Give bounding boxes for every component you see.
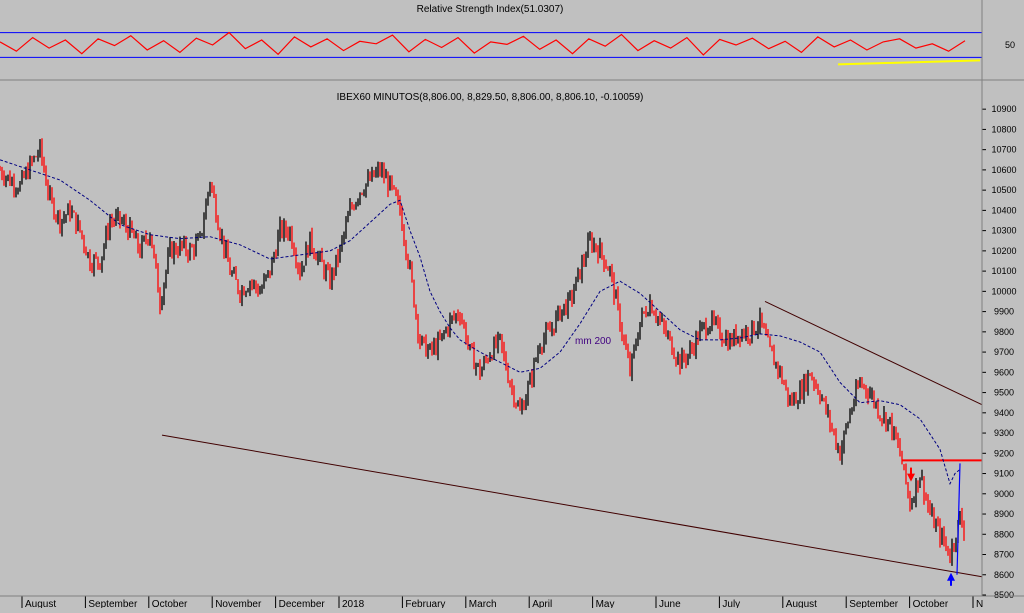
- moving-average-series: [0, 159, 961, 575]
- x-tick-label: 2018: [342, 599, 365, 608]
- x-tick-label: December: [279, 599, 326, 608]
- price-series: [0, 138, 965, 566]
- price-y-tick-label: 10800: [991, 124, 1016, 134]
- price-y-tick-label: 9800: [994, 327, 1014, 337]
- price-y-tick-label: 9200: [994, 448, 1014, 458]
- x-tick-label: August: [786, 599, 817, 608]
- price-y-tick-label: 10600: [991, 165, 1016, 175]
- price-y-tick-label: 8900: [994, 509, 1014, 519]
- price-y-tick-label: 10100: [991, 266, 1016, 276]
- x-tick-label: September: [88, 599, 138, 608]
- rsi-line: [0, 31, 966, 56]
- x-tick-label: July: [722, 599, 740, 608]
- rsi-support-line: [837, 59, 981, 66]
- price-y-tick-label: 8500: [994, 590, 1014, 600]
- price-y-tick-label: 10000: [991, 286, 1016, 296]
- x-tick-label: June: [659, 599, 681, 608]
- x-tick-label: February: [405, 599, 445, 608]
- x-tick-label: N: [976, 599, 983, 608]
- price-y-tick-label: 9600: [994, 367, 1014, 377]
- price-y-tick-label: 9500: [994, 388, 1014, 398]
- arrow-up-icon: [947, 572, 955, 581]
- rsi-reference-lines: [0, 32, 982, 58]
- price-y-tick-label: 8700: [994, 550, 1014, 560]
- x-tick-label: May: [596, 599, 615, 608]
- arrow-down-icon: [907, 473, 915, 482]
- ma-label: mm 200: [575, 336, 612, 347]
- price-y-tick-label: 9700: [994, 347, 1014, 357]
- price-y-tick-label: 9900: [994, 307, 1014, 317]
- price-y-tick-label: 9400: [994, 408, 1014, 418]
- rsi-support-trendline: [837, 59, 981, 66]
- rsi-panel: Relative Strength Index(51.0307): [0, 0, 982, 78]
- price-y-tick-label: 10500: [991, 185, 1016, 195]
- price-y-tick-label: 9300: [994, 428, 1014, 438]
- price-y-tick-label: 10900: [991, 104, 1016, 114]
- rsi-tick-label: 50: [1005, 40, 1015, 50]
- x-tick-label: April: [532, 599, 552, 608]
- rsi-series: [0, 31, 966, 56]
- price-title: IBEX60 MINUTOS(8,806.00, 8,829.50, 8,806…: [337, 92, 644, 103]
- price-y-tick-label: 8600: [994, 570, 1014, 580]
- price-y-tick-label: 10300: [991, 226, 1016, 236]
- price-y-axis: 8500 8600 8700 8800 8900 9000 9100 9200 9300 9400…: [982, 104, 1017, 600]
- trendline: [764, 301, 983, 406]
- price-y-tick-label: 9100: [994, 469, 1014, 479]
- x-tick-label: August: [25, 599, 56, 608]
- x-tick-label: October: [913, 599, 949, 608]
- x-tick-label: November: [215, 599, 262, 608]
- ma-line: [0, 159, 961, 486]
- price-y-tick-label: 10400: [991, 205, 1016, 215]
- price-y-tick-label: 10700: [991, 145, 1016, 155]
- x-axis: August September October November December 20…: [21, 596, 983, 610]
- price-y-tick-label: 8800: [994, 529, 1014, 539]
- trendlines: [161, 301, 983, 578]
- annotations: mm 200: [575, 336, 955, 586]
- trendline: [161, 434, 983, 578]
- rsi-y-axis: 50: [1005, 40, 1015, 50]
- rsi-title: Relative Strength Index(51.0307): [417, 4, 564, 15]
- price-y-tick-label: 9000: [994, 489, 1014, 499]
- x-tick-label: October: [152, 599, 188, 608]
- price-y-tick-label: 10200: [991, 246, 1016, 256]
- x-tick-label: March: [469, 599, 497, 608]
- x-tick-label: September: [849, 599, 899, 608]
- spike-line: [956, 463, 961, 575]
